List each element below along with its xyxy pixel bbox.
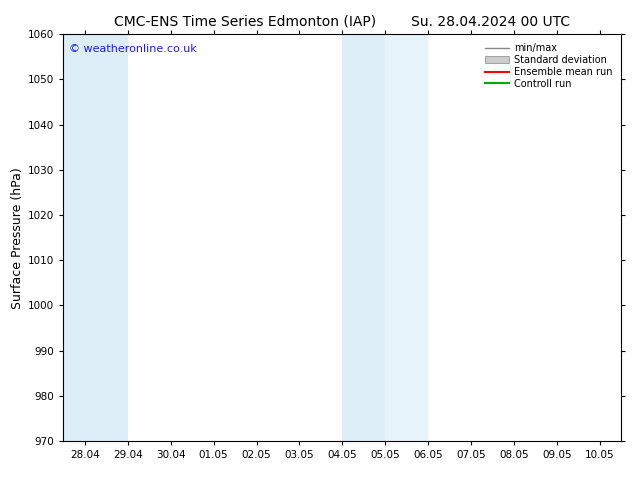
Bar <box>385 34 428 441</box>
Bar <box>63 34 128 441</box>
Title: CMC-ENS Time Series Edmonton (IAP)        Su. 28.04.2024 00 UTC: CMC-ENS Time Series Edmonton (IAP) Su. 2… <box>114 15 571 29</box>
Text: © weatheronline.co.uk: © weatheronline.co.uk <box>69 45 197 54</box>
Bar <box>342 34 385 441</box>
Y-axis label: Surface Pressure (hPa): Surface Pressure (hPa) <box>11 167 24 309</box>
Legend: min/max, Standard deviation, Ensemble mean run, Controll run: min/max, Standard deviation, Ensemble me… <box>481 39 616 93</box>
